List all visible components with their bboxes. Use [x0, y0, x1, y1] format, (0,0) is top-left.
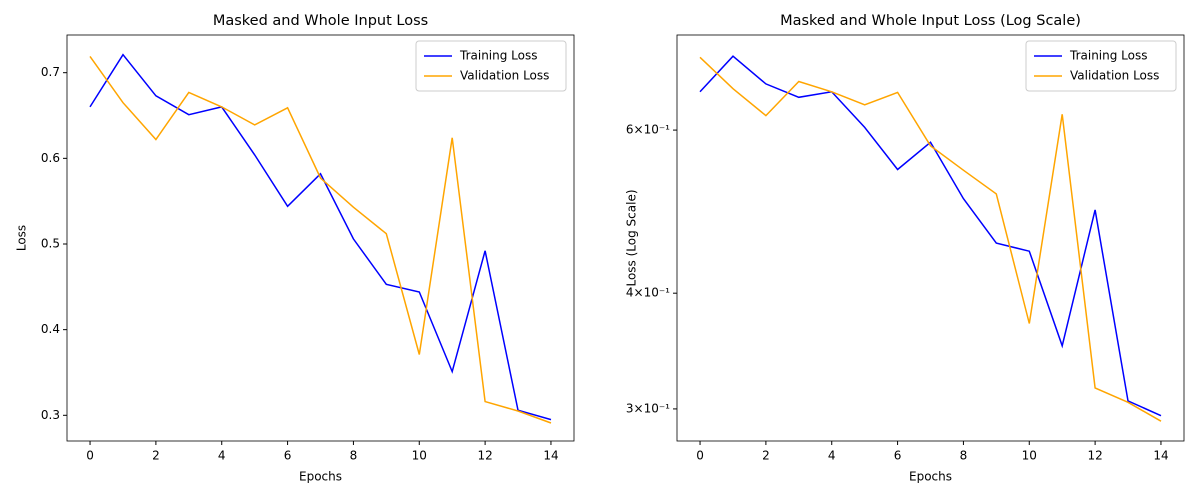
- x-tick-label: 2: [762, 449, 770, 463]
- chart-title: Masked and Whole Input Loss (Log Scale): [780, 13, 1081, 29]
- x-axis-label: Epochs: [909, 470, 952, 484]
- y-tick-label: 0.5: [41, 236, 60, 250]
- y-tick-label: 0.7: [41, 65, 60, 79]
- y-tick-label: 0.4: [41, 322, 60, 336]
- plot-frame: [676, 34, 1185, 442]
- x-tick-label: 10: [412, 449, 427, 463]
- legend-label: Training Loss: [459, 49, 537, 63]
- legend-label: Validation Loss: [1070, 69, 1159, 83]
- y-tick-label: 6×10⁻¹: [626, 123, 670, 137]
- data-line: [89, 53, 552, 421]
- x-tick-label: 0: [86, 449, 94, 463]
- x-tick-label: 0: [696, 449, 704, 463]
- legend-label: Validation Loss: [460, 69, 549, 83]
- plot-frame: [66, 34, 575, 442]
- x-tick-label: 12: [477, 449, 492, 463]
- y-tick-label: 0.3: [41, 408, 60, 422]
- legend-box: [1025, 40, 1177, 92]
- legend-label: Training Loss: [1069, 49, 1147, 63]
- x-tick-label: 14: [543, 449, 558, 463]
- x-tick-label: 4: [218, 449, 226, 463]
- legend-box: [415, 40, 567, 92]
- x-tick-label: 8: [350, 449, 358, 463]
- y-axis-label: Loss (Log Scale): [625, 189, 639, 286]
- y-tick-label: 4×10⁻¹: [626, 286, 670, 300]
- x-tick-label: 10: [1022, 449, 1037, 463]
- x-tick-label: 14: [1153, 449, 1168, 463]
- y-axis-label: Loss: [15, 225, 29, 251]
- chart-title: Masked and Whole Input Loss: [213, 13, 428, 29]
- x-tick-label: 2: [152, 449, 160, 463]
- data-line: [89, 55, 552, 424]
- x-tick-label: 8: [960, 449, 968, 463]
- data-line: [699, 55, 1162, 417]
- x-tick-label: 6: [894, 449, 902, 463]
- x-tick-label: 4: [828, 449, 836, 463]
- y-tick-label: 0.6: [41, 151, 60, 165]
- data-line: [699, 56, 1162, 422]
- x-tick-label: 12: [1087, 449, 1102, 463]
- x-axis-label: Epochs: [299, 470, 342, 484]
- y-tick-label: 3×10⁻¹: [626, 401, 670, 415]
- x-tick-label: 6: [284, 449, 292, 463]
